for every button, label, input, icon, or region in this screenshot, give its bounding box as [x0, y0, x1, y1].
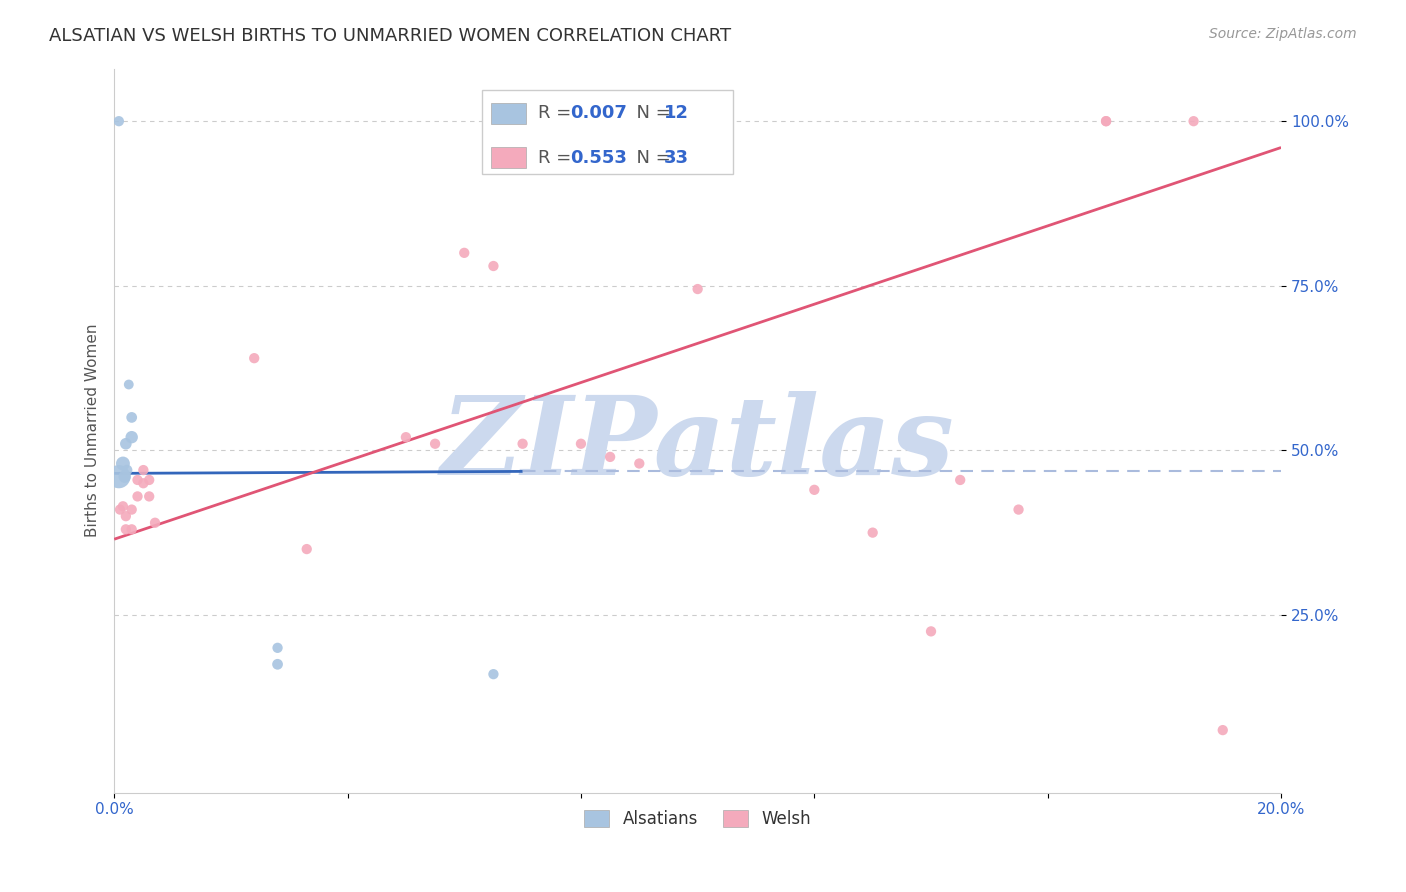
Text: ALSATIAN VS WELSH BIRTHS TO UNMARRIED WOMEN CORRELATION CHART: ALSATIAN VS WELSH BIRTHS TO UNMARRIED WO… [49, 27, 731, 45]
Point [138, 473, 160, 487]
Point [920, 624, 942, 639]
Y-axis label: Births to Unmarried Women: Births to Unmarried Women [86, 324, 100, 537]
Point [295, 542, 318, 557]
Point [628, 457, 651, 471]
Text: N =: N = [626, 104, 676, 122]
Point [512, 436, 534, 450]
Point [108, 469, 131, 483]
Point [423, 436, 446, 450]
Legend: Alsatians, Welsh: Alsatians, Welsh [578, 804, 818, 835]
Point [114, 469, 136, 483]
Point [111, 500, 134, 514]
Point [132, 463, 155, 477]
Point [115, 522, 138, 536]
FancyBboxPatch shape [482, 90, 733, 174]
Point [121, 522, 143, 536]
FancyBboxPatch shape [491, 103, 526, 124]
Point [108, 114, 131, 128]
Point [453, 245, 475, 260]
Point [121, 430, 143, 444]
Text: R =: R = [537, 104, 576, 122]
Point [118, 377, 141, 392]
Point [143, 516, 166, 530]
Point [1095, 114, 1118, 128]
Point [111, 457, 134, 471]
FancyBboxPatch shape [491, 147, 526, 168]
Text: 12: 12 [664, 104, 689, 122]
Text: R =: R = [537, 149, 576, 167]
Point [482, 259, 505, 273]
Point [862, 525, 884, 540]
Text: 0.553: 0.553 [571, 149, 627, 167]
Point [395, 430, 418, 444]
Point [121, 410, 143, 425]
Text: N =: N = [626, 149, 676, 167]
Text: 33: 33 [664, 149, 689, 167]
Point [115, 436, 138, 450]
Point [1182, 114, 1205, 128]
Point [686, 282, 709, 296]
Point [115, 509, 138, 524]
Text: 0.007: 0.007 [571, 104, 627, 122]
Point [1007, 502, 1029, 516]
Point [127, 490, 149, 504]
Point [108, 502, 131, 516]
Point [121, 502, 143, 516]
Point [482, 667, 505, 681]
Point [115, 463, 138, 477]
Text: Source: ZipAtlas.com: Source: ZipAtlas.com [1209, 27, 1357, 41]
Point [266, 640, 288, 655]
Point [599, 450, 621, 464]
Point [127, 473, 149, 487]
Point [138, 490, 160, 504]
Point [1095, 114, 1118, 128]
Point [803, 483, 825, 497]
Point [266, 657, 288, 672]
Point [132, 476, 155, 491]
Point [949, 473, 972, 487]
Point [569, 436, 592, 450]
Text: ZIPatlas: ZIPatlas [440, 392, 955, 499]
Point [243, 351, 266, 366]
Point [1212, 723, 1234, 738]
